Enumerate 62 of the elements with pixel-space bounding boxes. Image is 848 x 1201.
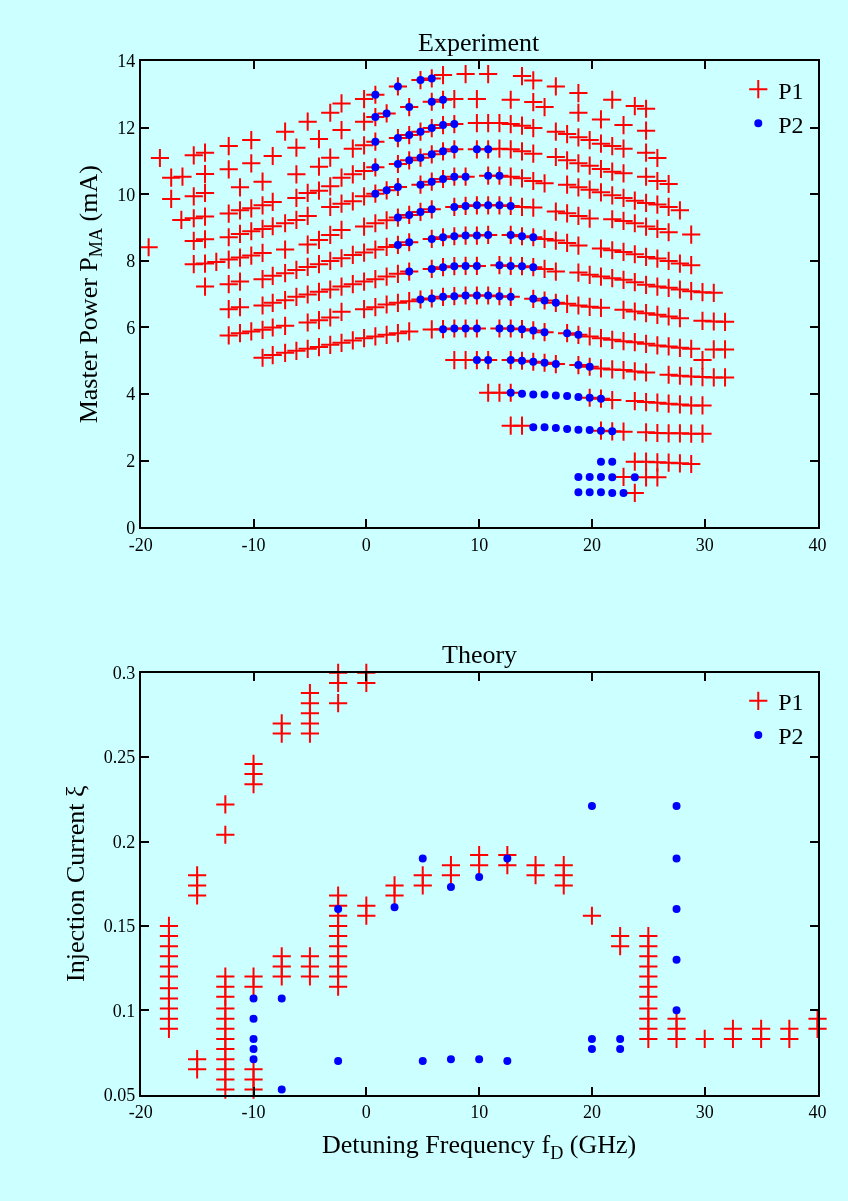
point (475, 872, 484, 881)
y-tick-label: 8 (126, 251, 136, 272)
x-tick-label: 20 (582, 534, 601, 555)
y-axis-title: Injection Current ξ (60, 785, 90, 982)
x-tick-label: -10 (241, 1102, 266, 1123)
x-tick-label: -10 (241, 534, 266, 555)
y-tick-label: 0.05 (103, 1084, 136, 1105)
y-tick-label: 0.25 (103, 747, 136, 768)
y-tick-label: 14 (117, 51, 136, 72)
point (672, 1006, 681, 1015)
y-tick-label: 0.2 (112, 831, 136, 852)
point (616, 1045, 625, 1054)
y-tick-label: 0.15 (103, 916, 136, 937)
point (672, 854, 681, 863)
point (616, 1034, 625, 1043)
y-tick-label: 2 (126, 450, 136, 471)
x-tick-label: 30 (695, 534, 714, 555)
y-tick-label: 12 (117, 118, 136, 139)
point (277, 1085, 286, 1094)
y-tick-label: 0.3 (112, 663, 136, 684)
point (390, 903, 399, 912)
legend-label: P1 (778, 77, 804, 104)
point (446, 883, 455, 892)
point (334, 905, 343, 914)
point (418, 1056, 427, 1065)
x-tick-label: 20 (582, 1102, 601, 1123)
point (277, 994, 286, 1003)
x-tick-label: 10 (470, 1102, 489, 1123)
chart-title: Experiment (418, 28, 541, 57)
legend-label: P1 (778, 689, 804, 716)
point (418, 854, 427, 863)
x-tick-label: 40 (808, 1102, 827, 1123)
point (446, 1055, 455, 1064)
point (503, 854, 512, 863)
point (249, 1034, 258, 1043)
point (503, 1056, 512, 1065)
point (475, 1055, 484, 1064)
x-axis-title: Detuning Frequency f$_{D}$ (GHz) (322, 1130, 637, 1163)
x-tick-label: -20 (128, 1102, 153, 1123)
x-tick-label: 0 (361, 534, 371, 555)
legend-label: P2 (778, 111, 804, 138)
y-tick-label: 10 (117, 184, 136, 205)
x-tick-label: 30 (695, 1102, 714, 1123)
point (672, 955, 681, 964)
chart-title: Theory (442, 640, 518, 669)
point (672, 905, 681, 914)
point (334, 1056, 343, 1065)
x-tick-label: 10 (470, 534, 489, 555)
x-tick-label: 40 (808, 534, 827, 555)
point (587, 802, 596, 811)
y-tick-label: 6 (126, 317, 136, 338)
legend-label: P2 (778, 723, 804, 750)
point (249, 1014, 258, 1023)
point (672, 802, 681, 811)
y-tick-label: 0.1 (112, 1000, 136, 1021)
x-tick-label: 0 (361, 1102, 371, 1123)
point (249, 994, 258, 1003)
y-tick-label: 4 (126, 384, 136, 405)
point (587, 1045, 596, 1054)
point (249, 1045, 258, 1054)
point (249, 1055, 258, 1064)
point (587, 1034, 596, 1043)
